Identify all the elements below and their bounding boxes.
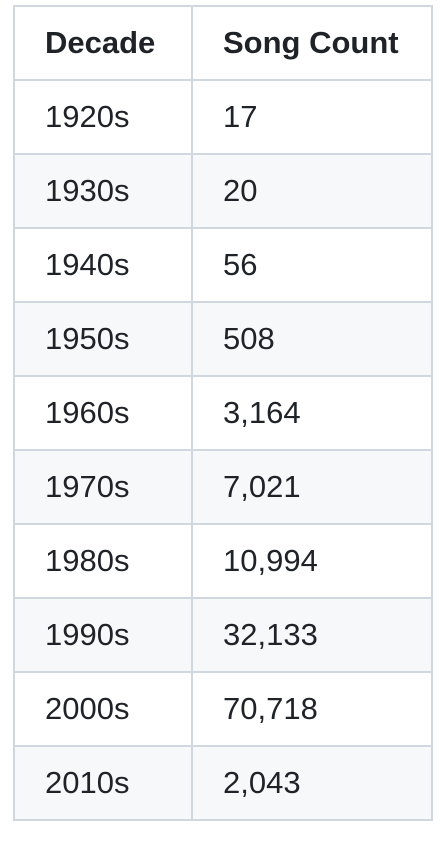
cell-decade: 1940s bbox=[13, 227, 193, 303]
table-row: 1990s 32,133 bbox=[13, 597, 433, 673]
table-row: 2010s 2,043 bbox=[13, 745, 433, 821]
cell-decade: 1980s bbox=[13, 523, 193, 599]
cell-song-count: 2,043 bbox=[191, 745, 433, 821]
header-decade: Decade bbox=[13, 5, 193, 81]
cell-song-count: 10,994 bbox=[191, 523, 433, 599]
cell-decade: 1950s bbox=[13, 301, 193, 377]
table-row: 1940s 56 bbox=[13, 227, 433, 303]
cell-song-count: 56 bbox=[191, 227, 433, 303]
cell-song-count: 20 bbox=[191, 153, 433, 229]
cell-song-count: 17 bbox=[191, 79, 433, 155]
cell-decade: 2010s bbox=[13, 745, 193, 821]
table-row: 2000s 70,718 bbox=[13, 671, 433, 747]
cell-song-count: 3,164 bbox=[191, 375, 433, 451]
cell-song-count: 508 bbox=[191, 301, 433, 377]
decade-song-count-table: Decade Song Count 1920s 17 1930s 20 1940… bbox=[13, 5, 433, 821]
cell-decade: 1960s bbox=[13, 375, 193, 451]
header-song-count: Song Count bbox=[191, 5, 433, 81]
cell-decade: 2000s bbox=[13, 671, 193, 747]
cell-song-count: 7,021 bbox=[191, 449, 433, 525]
table-row: 1950s 508 bbox=[13, 301, 433, 377]
table-row: 1930s 20 bbox=[13, 153, 433, 229]
cell-decade: 1920s bbox=[13, 79, 193, 155]
table-row: 1920s 17 bbox=[13, 79, 433, 155]
cell-decade: 1930s bbox=[13, 153, 193, 229]
cell-song-count: 32,133 bbox=[191, 597, 433, 673]
table-row: 1970s 7,021 bbox=[13, 449, 433, 525]
cell-decade: 1990s bbox=[13, 597, 193, 673]
table-container: Decade Song Count 1920s 17 1930s 20 1940… bbox=[13, 5, 433, 821]
cell-song-count: 70,718 bbox=[191, 671, 433, 747]
table-row: 1980s 10,994 bbox=[13, 523, 433, 599]
cell-decade: 1970s bbox=[13, 449, 193, 525]
table-row: 1960s 3,164 bbox=[13, 375, 433, 451]
table-header-row: Decade Song Count bbox=[13, 5, 433, 81]
